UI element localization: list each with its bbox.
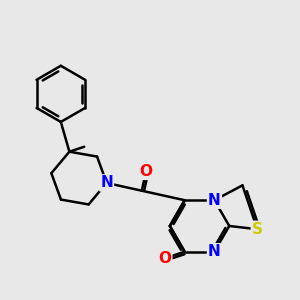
Text: N: N [100,176,113,190]
Text: O: O [158,251,171,266]
Text: O: O [140,164,152,179]
Text: N: N [208,193,221,208]
Text: N: N [208,244,221,259]
Text: S: S [252,222,263,237]
